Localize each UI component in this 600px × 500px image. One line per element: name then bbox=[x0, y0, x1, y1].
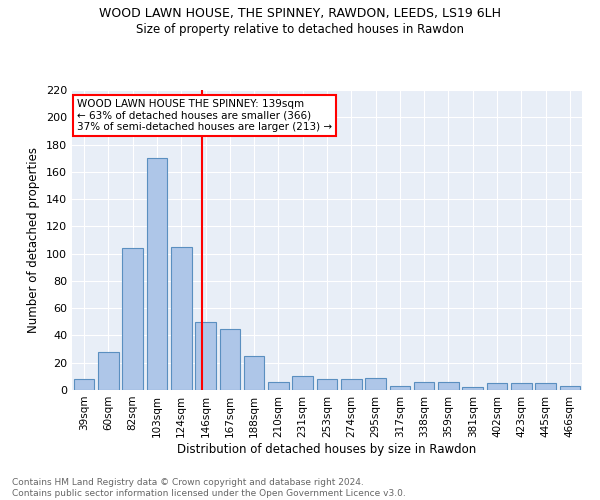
Bar bbox=[171, 247, 191, 390]
Text: Contains HM Land Registry data © Crown copyright and database right 2024.
Contai: Contains HM Land Registry data © Crown c… bbox=[12, 478, 406, 498]
Bar bbox=[195, 322, 216, 390]
Bar bbox=[146, 158, 167, 390]
Bar bbox=[365, 378, 386, 390]
Bar bbox=[511, 383, 532, 390]
Bar bbox=[268, 382, 289, 390]
Bar bbox=[389, 386, 410, 390]
Bar bbox=[414, 382, 434, 390]
Bar bbox=[463, 388, 483, 390]
Text: Size of property relative to detached houses in Rawdon: Size of property relative to detached ho… bbox=[136, 22, 464, 36]
Bar bbox=[560, 386, 580, 390]
Text: WOOD LAWN HOUSE, THE SPINNEY, RAWDON, LEEDS, LS19 6LH: WOOD LAWN HOUSE, THE SPINNEY, RAWDON, LE… bbox=[99, 8, 501, 20]
Bar bbox=[487, 383, 508, 390]
Bar bbox=[98, 352, 119, 390]
Bar bbox=[244, 356, 265, 390]
Bar bbox=[122, 248, 143, 390]
Bar bbox=[74, 379, 94, 390]
Text: Distribution of detached houses by size in Rawdon: Distribution of detached houses by size … bbox=[178, 442, 476, 456]
Bar bbox=[535, 383, 556, 390]
Bar bbox=[220, 328, 240, 390]
Bar bbox=[341, 379, 362, 390]
Bar bbox=[292, 376, 313, 390]
Bar bbox=[317, 379, 337, 390]
Y-axis label: Number of detached properties: Number of detached properties bbox=[28, 147, 40, 333]
Bar bbox=[438, 382, 459, 390]
Text: WOOD LAWN HOUSE THE SPINNEY: 139sqm
← 63% of detached houses are smaller (366)
3: WOOD LAWN HOUSE THE SPINNEY: 139sqm ← 63… bbox=[77, 99, 332, 132]
